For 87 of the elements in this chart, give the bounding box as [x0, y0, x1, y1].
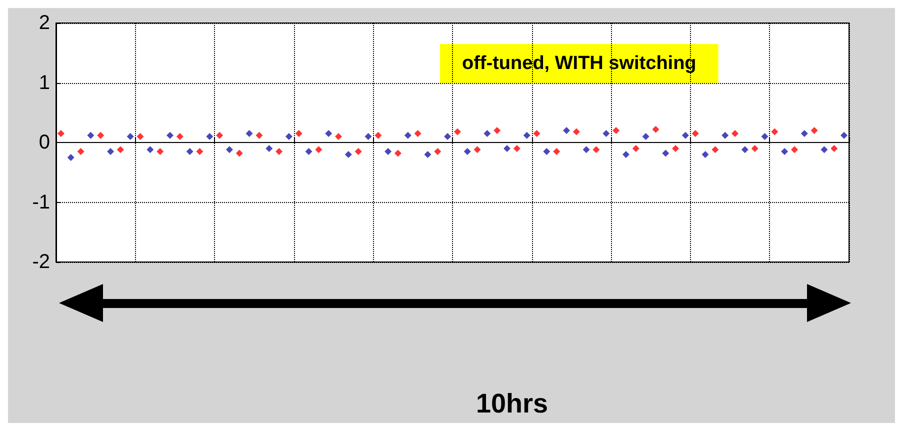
point — [256, 132, 263, 139]
point — [652, 126, 660, 133]
point — [800, 130, 808, 138]
point — [87, 132, 94, 139]
point — [335, 133, 342, 140]
text: 10hrs — [476, 388, 548, 418]
point — [404, 132, 412, 139]
y-tick-label: 0 — [38, 132, 50, 154]
point — [602, 130, 610, 138]
point — [325, 130, 332, 138]
point — [464, 148, 471, 155]
point — [702, 150, 709, 158]
point — [662, 150, 670, 157]
point — [354, 148, 362, 155]
point — [57, 130, 64, 138]
point — [771, 128, 778, 136]
point — [295, 130, 302, 138]
y-tick-label: -2 — [32, 251, 50, 273]
point — [751, 144, 758, 152]
point — [642, 133, 650, 140]
point — [434, 148, 442, 155]
point — [276, 148, 283, 155]
point — [830, 144, 838, 152]
point — [107, 148, 114, 155]
point — [682, 132, 689, 139]
point — [216, 132, 224, 139]
point — [592, 146, 600, 154]
y-tick-label: 1 — [38, 72, 50, 94]
point — [226, 146, 233, 154]
annotation: off-tuned, WITH switching — [462, 53, 696, 74]
point — [840, 132, 848, 139]
point — [126, 133, 134, 140]
point — [622, 150, 630, 158]
point — [344, 150, 352, 158]
point — [266, 144, 273, 152]
point — [741, 146, 748, 154]
point — [582, 146, 590, 154]
point — [424, 150, 432, 158]
point — [543, 148, 550, 155]
point — [474, 146, 481, 154]
point — [562, 127, 570, 134]
point — [722, 132, 729, 139]
point — [176, 133, 184, 140]
point — [97, 132, 104, 139]
point — [504, 144, 511, 152]
point — [246, 130, 253, 138]
y-tick-label: 2 — [38, 12, 50, 34]
point — [513, 144, 520, 152]
point — [444, 133, 452, 140]
point — [116, 146, 124, 154]
point — [146, 146, 154, 154]
y-tick-label: -1 — [32, 191, 50, 214]
point — [374, 132, 382, 139]
point — [384, 148, 392, 155]
point — [820, 146, 828, 154]
point — [315, 146, 322, 154]
point — [632, 144, 640, 152]
point — [364, 133, 372, 140]
point — [305, 148, 312, 155]
point — [612, 127, 620, 134]
point — [732, 130, 739, 138]
point — [67, 154, 74, 161]
point — [166, 132, 174, 139]
point — [781, 148, 788, 155]
point — [761, 133, 768, 140]
point — [790, 146, 798, 154]
point — [712, 146, 719, 154]
point — [553, 148, 560, 155]
point — [484, 130, 491, 138]
point — [533, 130, 540, 138]
point — [186, 148, 194, 155]
point — [77, 148, 84, 155]
point — [236, 150, 243, 157]
point — [810, 127, 818, 134]
point — [156, 148, 164, 155]
point — [196, 148, 204, 155]
point — [136, 133, 144, 140]
point — [414, 130, 422, 138]
point — [523, 132, 530, 139]
point — [572, 128, 580, 136]
point — [454, 128, 461, 136]
point — [672, 144, 680, 152]
point — [206, 133, 214, 140]
point — [285, 133, 292, 140]
point — [494, 127, 501, 134]
point — [394, 150, 402, 157]
point — [692, 130, 699, 138]
